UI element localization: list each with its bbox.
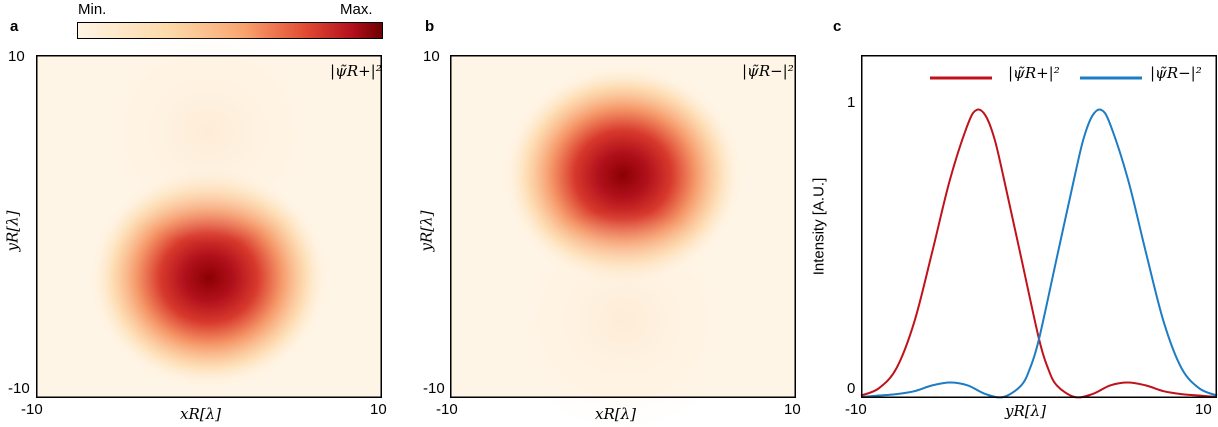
legend-swatch-plus (930, 76, 992, 80)
heatmap-b-ylabel: yR[λ] (417, 210, 436, 252)
colorbar-max-label: Max. (340, 1, 373, 18)
legend-label-minus: |ψ̃R−|² (1150, 64, 1202, 82)
line-chart-c (860, 55, 1218, 399)
line-series-0 (860, 108, 1218, 399)
line-c-xtick-right: 10 (1195, 401, 1212, 418)
line-series-1 (860, 108, 1218, 399)
line-c-ytick-1: 1 (847, 94, 856, 111)
heatmap-a-ytick-top: 10 (8, 48, 25, 65)
colorbar-min-label: Min. (78, 1, 107, 18)
line-c-ytick-0: 0 (847, 380, 856, 397)
heatmap-b-peak-1 (501, 209, 745, 427)
panel-letter-b: b (425, 18, 435, 35)
panel-letter-c: c (833, 18, 842, 35)
line-c-ylabel: Intensity [A.U.] (810, 177, 828, 276)
heatmap-a-xtick-left: -10 (21, 401, 43, 418)
heatmap-a-xtick-right: 10 (370, 401, 387, 418)
line-c-frame (861, 55, 1217, 398)
heatmap-b-legend: |ψ̃R−|² (742, 62, 794, 80)
heatmap-b (450, 55, 796, 427)
heatmap-b-xtick-right: 10 (784, 401, 801, 418)
line-c-xtick-left: -10 (845, 401, 867, 418)
heatmap-b-xlabel: xR[λ] (595, 405, 636, 423)
heatmap-a-frame (36, 55, 382, 398)
heatmap-a-legend: |ψ̃R+|² (330, 62, 382, 80)
heatmap-b-ytick-bottom: -10 (423, 380, 445, 397)
legend-swatch-minus (1080, 76, 1142, 80)
heatmap-a-xlabel: xR[λ] (180, 405, 221, 423)
heatmap-a-peak-1 (87, 20, 331, 244)
heatmap-a (36, 20, 382, 398)
heatmap-b-ytick-top: 10 (423, 48, 440, 65)
legend-label-plus: |ψ̃R+|² (1008, 64, 1060, 82)
line-c-xlabel: yR[λ] (1005, 402, 1046, 420)
heatmap-b-frame (450, 55, 796, 398)
heatmap-a-ytick-bottom: -10 (8, 380, 30, 397)
heatmap-a-ylabel: yR[λ] (3, 210, 22, 252)
heatmap-b-xtick-left: -10 (436, 401, 458, 418)
panel-letter-a: a (10, 18, 19, 35)
